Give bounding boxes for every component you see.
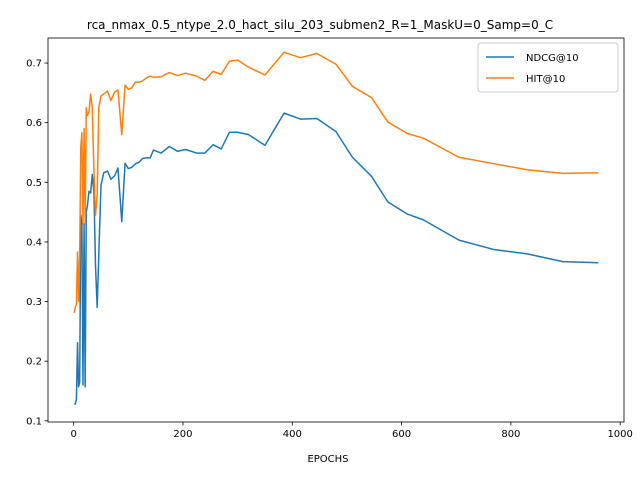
y-tick-label: 0.6 xyxy=(26,118,42,129)
legend: NDCG@10 HIT@10 xyxy=(477,42,619,93)
x-tick-label: 0 xyxy=(70,429,76,440)
x-tick-label: 1000 xyxy=(607,429,632,440)
y-tick-label: 0.4 xyxy=(26,237,42,248)
y-tick-label: 0.5 xyxy=(26,178,42,189)
y-axis: 0.1 0.2 0.3 0.4 0.5 0.6 0.7 xyxy=(26,59,48,427)
series-layer xyxy=(73,51,599,405)
x-axis: 0 200 400 600 800 1000 xyxy=(70,422,633,440)
legend-label-hit: HIT@10 xyxy=(526,74,565,85)
plot-area-frame xyxy=(47,37,625,423)
legend-label-ndcg: NDCG@10 xyxy=(526,53,579,64)
y-tick-label: 0.3 xyxy=(26,297,42,308)
x-tick-label: 800 xyxy=(501,429,520,440)
series-line-ndcg-10 xyxy=(73,112,599,405)
x-axis-label: EPOCHS xyxy=(307,454,348,465)
x-tick-label: 400 xyxy=(283,429,302,440)
series-line-hit-10 xyxy=(73,51,599,314)
x-tick-label: 200 xyxy=(173,429,192,440)
x-tick-label: 600 xyxy=(392,429,411,440)
legend-box xyxy=(477,42,619,93)
y-tick-label: 0.1 xyxy=(26,416,42,427)
y-tick-label: 0.7 xyxy=(26,59,42,70)
y-tick-label: 0.2 xyxy=(26,357,42,368)
chart-title: rca_nmax_0.5_ntype_2.0_hact_silu_203_sub… xyxy=(87,18,553,32)
